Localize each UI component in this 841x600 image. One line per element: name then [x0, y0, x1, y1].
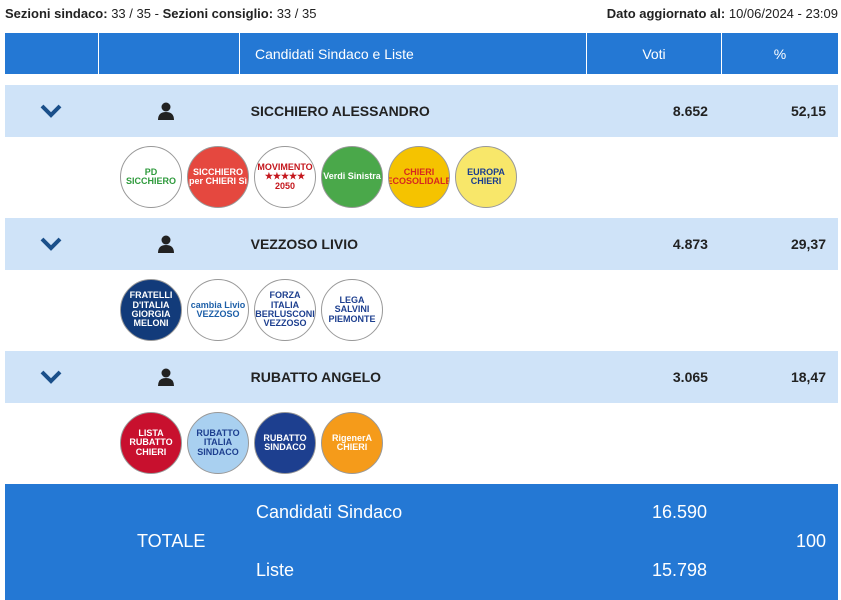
- candidate-row[interactable]: VEZZOSO LIVIO 4.873 29,37: [5, 218, 838, 270]
- header-percent: %: [773, 45, 787, 62]
- candidate-votes: 4.873: [672, 236, 708, 252]
- header-icon-col: [99, 33, 240, 74]
- header-candidates: Candidati Sindaco e Liste: [240, 33, 587, 74]
- candidate-name: RUBATTO ANGELO: [250, 369, 382, 385]
- candidate-name: SICCHIERO ALESSANDRO: [250, 103, 430, 119]
- candidate-icon-cell: [97, 235, 235, 253]
- list-logo-movimento-2050: MOVIMENTO ★★★★★ 2050: [254, 146, 316, 208]
- list-logo-alleanza-verdi-sinistra: Verdi Sinistra: [321, 146, 383, 208]
- list-logo-chieri-ecosolidale: CHIERI ECOSOLIDALE: [388, 146, 450, 208]
- list-logo-forza-italia: FORZA ITALIA BERLUSCONI VEZZOSO: [254, 279, 316, 341]
- list-logo-europa-chieri: EUROPA CHIERI: [455, 146, 517, 208]
- chevron-down-icon: [40, 104, 62, 118]
- candidate-row[interactable]: SICCHIERO ALESSANDRO 8.652 52,15: [5, 85, 838, 137]
- status-bar: Sezioni sindaco: 33 / 35 - Sezioni consi…: [5, 6, 838, 26]
- list-logos: PD SICCHIERO SICCHIERO per CHIERI Sì MOVIM…: [120, 146, 517, 212]
- user-icon: [158, 102, 175, 120]
- expand-toggle[interactable]: [5, 237, 97, 251]
- list-logos: FRATELLI D'ITALIA GIORGIA MELONI cambia L…: [120, 279, 383, 345]
- list-logo-partito-democratico: PD SICCHIERO: [120, 146, 182, 208]
- candidate-name: VEZZOSO LIVIO: [250, 236, 358, 252]
- totals-label: TOTALE: [137, 531, 206, 551]
- totals-liste-label: Liste: [256, 560, 295, 580]
- expand-toggle[interactable]: [5, 370, 97, 384]
- candidate-percent: 18,47: [790, 369, 826, 385]
- chevron-down-icon: [40, 237, 62, 251]
- candidate-votes: 8.652: [672, 103, 708, 119]
- sez-consiglio-value: 33 / 35: [276, 6, 317, 21]
- list-logo-lega: LEGA SALVINI PIEMONTE: [321, 279, 383, 341]
- totals-row: TOTALE Candidati Sindaco 16.590 Liste 15…: [5, 484, 838, 600]
- update-info: Dato aggiornato al: 10/06/2024 - 23:09: [607, 6, 838, 26]
- sez-sindaco-value: 33 / 35: [111, 6, 151, 21]
- list-logo-rigenera-chieri: RigenerA CHIERI: [321, 412, 383, 474]
- totals-percent: 100: [795, 531, 826, 551]
- updated-label: Dato aggiornato al:: [606, 6, 726, 21]
- expand-toggle[interactable]: [5, 104, 97, 118]
- candidate-icon-cell: [97, 102, 235, 120]
- table-header: Candidati Sindaco e Liste Voti %: [5, 33, 838, 74]
- sections-info: Sezioni sindaco: 33 / 35 - Sezioni consi…: [5, 6, 316, 26]
- list-logo-sicchiero-per-chieri: SICCHIERO per CHIERI Sì: [187, 146, 249, 208]
- user-icon: [158, 368, 175, 386]
- candidate-row[interactable]: RUBATTO ANGELO 3.065 18,47: [5, 351, 838, 403]
- sez-consiglio-label: Sezioni consiglio:: [162, 6, 274, 21]
- candidate-percent: 29,37: [790, 236, 826, 252]
- list-logo-lista-rubatto: LISTA RUBATTO CHIERI: [120, 412, 182, 474]
- totals-sindaco-label: Candidati Sindaco: [256, 502, 403, 522]
- chevron-down-icon: [40, 370, 62, 384]
- totals-liste-votes: 15.798: [651, 560, 707, 580]
- user-icon: [158, 235, 175, 253]
- list-logos: LISTA RUBATTO CHIERI RUBATTO ITALIA SINDA…: [120, 412, 383, 478]
- header-votes: Voti: [587, 33, 722, 74]
- list-logo-progetto-ospedale: RUBATTO SINDACO: [254, 412, 316, 474]
- list-logo-fratelli-italia: FRATELLI D'ITALIA GIORGIA MELONI: [120, 279, 182, 341]
- separator: -: [154, 6, 159, 21]
- candidate-percent: 52,15: [790, 103, 826, 119]
- totals-sindaco-votes: 16.590: [651, 502, 707, 522]
- list-logo-chieri-cambia: cambia Livio VEZZOSO: [187, 279, 249, 341]
- header-expand-col: [5, 33, 99, 74]
- sez-sindaco-label: Sezioni sindaco:: [5, 6, 108, 21]
- candidate-icon-cell: [97, 368, 235, 386]
- list-logo-rubatto-italia-sindaco: RUBATTO ITALIA SINDACO: [187, 412, 249, 474]
- updated-value: 10/06/2024 - 23:09: [728, 6, 838, 21]
- candidate-votes: 3.065: [672, 369, 708, 385]
